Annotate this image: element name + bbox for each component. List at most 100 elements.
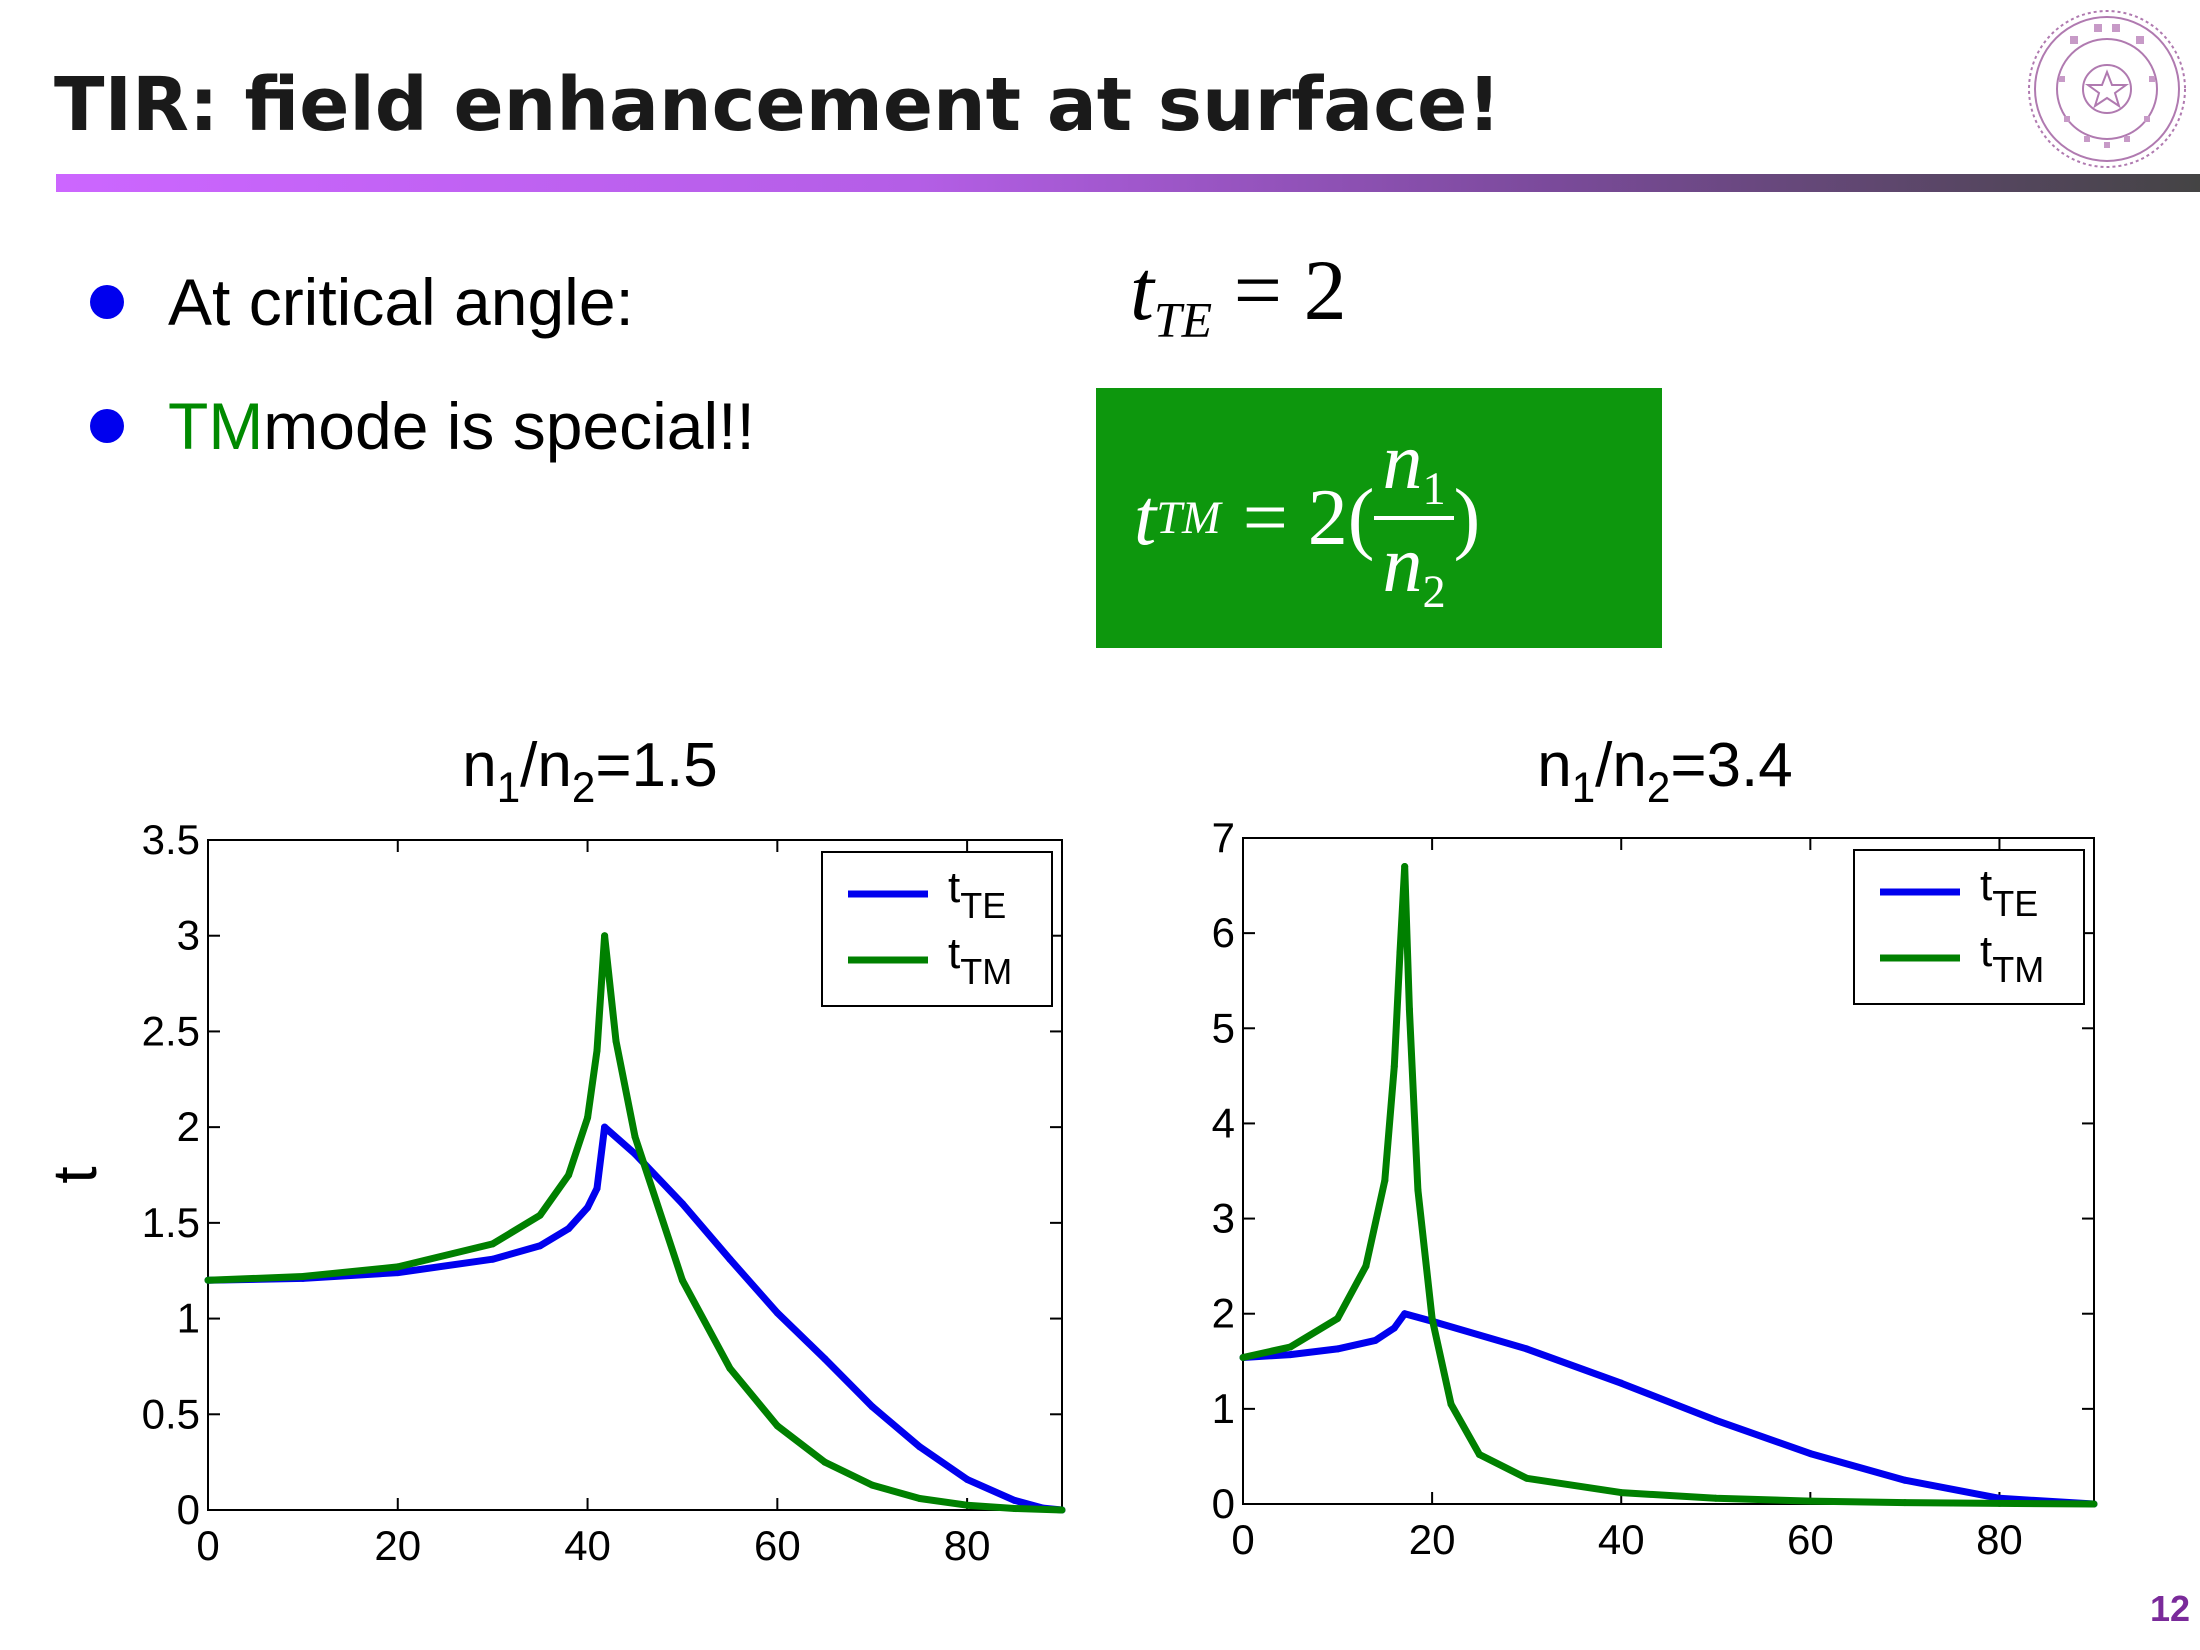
data-point-te xyxy=(1371,1336,1379,1344)
y-tick-label: 3 xyxy=(1212,1195,1235,1242)
y-tick-label: 1 xyxy=(177,1295,200,1342)
data-point-te xyxy=(1401,1310,1409,1318)
data-point-tm xyxy=(204,1276,212,1284)
data-point-te xyxy=(1334,1345,1342,1353)
chart-1-title: n1/n2=1.5 xyxy=(380,730,800,812)
x-tick-label: 0 xyxy=(196,1522,219,1569)
y-tick-label: 6 xyxy=(1212,909,1235,956)
data-point-tm xyxy=(1901,1499,1909,1507)
chart-2-title: n1/n2=3.4 xyxy=(1455,730,1875,812)
y-tick-label: 1 xyxy=(1212,1385,1235,1432)
data-point-tm xyxy=(1401,863,1409,871)
data-point-tm xyxy=(1058,1506,1066,1514)
x-tick-label: 60 xyxy=(754,1522,801,1569)
data-point-te xyxy=(1617,1379,1625,1387)
chart-1-title-n: n xyxy=(462,731,497,800)
y-tick-label: 5 xyxy=(1212,1004,1235,1051)
legend-label-te: tTE xyxy=(948,863,1006,926)
series-line-tm xyxy=(207,932,1063,1514)
data-point-tm xyxy=(536,1211,544,1219)
eq-tm-denominator-sub: 2 xyxy=(1422,567,1446,619)
bullet-text: mode is special!! xyxy=(263,389,755,463)
data-point-tm xyxy=(1617,1489,1625,1497)
chart-2-title-sub1: 1 xyxy=(1571,764,1596,812)
data-point-tm xyxy=(612,1037,620,1045)
data-point-tm xyxy=(1414,1186,1422,1194)
data-point-te xyxy=(773,1309,781,1317)
data-point-te xyxy=(1901,1476,1909,1484)
y-axis-label: t xyxy=(41,1166,110,1183)
y-tick-label: 0.5 xyxy=(142,1390,200,1437)
y-tick-label: 2 xyxy=(177,1103,200,1150)
data-point-tm xyxy=(1239,1353,1247,1361)
x-tick-label: 0 xyxy=(1231,1516,1254,1563)
data-point-tm xyxy=(584,1114,592,1122)
x-tick-label: 40 xyxy=(564,1522,611,1569)
bullet-dot-icon xyxy=(90,409,124,443)
data-point-tm xyxy=(2090,1500,2098,1508)
data-point-tm xyxy=(726,1364,734,1372)
slide-title: TIR: field enhancement at surface! xyxy=(54,62,1502,148)
eq-tm-subscript: TM xyxy=(1156,492,1221,544)
data-point-te xyxy=(868,1403,876,1411)
y-tick-label: 2 xyxy=(1212,1290,1235,1337)
data-point-tm xyxy=(1390,1062,1398,1070)
series-line-te xyxy=(1242,1310,2095,1508)
legend-box xyxy=(821,851,1053,1007)
legend-box xyxy=(1853,849,2085,1005)
x-tick-label: 20 xyxy=(1409,1516,1456,1563)
eq-te-rhs: = 2 xyxy=(1233,242,1347,338)
y-tick-label: 3.5 xyxy=(142,816,200,863)
page-number: 12 xyxy=(2150,1588,2191,1629)
eq-tm-denominator: n xyxy=(1382,521,1423,609)
data-point-te xyxy=(678,1200,686,1208)
data-point-tm xyxy=(299,1272,307,1280)
data-point-tm xyxy=(565,1171,573,1179)
chart-2-title-mid: /n xyxy=(1595,731,1647,800)
data-point-tm xyxy=(1995,1499,2003,1507)
data-point-te xyxy=(1523,1345,1531,1353)
data-point-te xyxy=(584,1204,592,1212)
legend-label-te: tTE xyxy=(1980,861,2038,924)
data-point-tm xyxy=(1286,1343,1294,1351)
data-point-te xyxy=(1390,1324,1398,1332)
data-point-tm xyxy=(631,1133,639,1141)
data-point-tm xyxy=(1362,1262,1370,1270)
y-tick-label: 3 xyxy=(177,912,200,959)
data-point-tm xyxy=(1381,1177,1389,1185)
data-point-te xyxy=(593,1184,601,1192)
eq-tm-numerator: n xyxy=(1382,417,1423,506)
eq-tm-close: ) xyxy=(1453,473,1481,562)
data-point-tm xyxy=(1712,1494,1720,1502)
data-point-tm xyxy=(821,1458,829,1466)
data-point-te xyxy=(601,1123,609,1131)
eq-te-symbol: t xyxy=(1130,242,1154,338)
x-tick-label: 40 xyxy=(1598,1516,1645,1563)
data-point-tm xyxy=(1428,1314,1436,1322)
x-tick-label: 80 xyxy=(1976,1516,2023,1563)
chart-1-title-sub1: 1 xyxy=(496,764,521,812)
y-tick-label: 4 xyxy=(1212,1099,1235,1146)
data-point-te xyxy=(1286,1351,1294,1359)
data-point-tm xyxy=(1011,1504,1019,1512)
data-point-te xyxy=(565,1225,573,1233)
y-tick-label: 1.5 xyxy=(142,1199,200,1246)
chart-2-title-n: n xyxy=(1537,731,1572,800)
chart-1-title-tail: =1.5 xyxy=(595,731,718,800)
data-point-tm xyxy=(678,1276,686,1284)
data-point-tm xyxy=(601,932,609,940)
legend-label-tm: tTM xyxy=(1980,927,2044,990)
data-point-te xyxy=(726,1255,734,1263)
bullet-tm-mode: TM mode is special!! xyxy=(90,364,755,488)
data-point-tm xyxy=(1334,1314,1342,1322)
chart-2-title-tail: =3.4 xyxy=(1670,731,1793,800)
title-underline xyxy=(56,174,2200,192)
eq-tm-fraction: n1 n2 xyxy=(1374,417,1454,619)
x-tick-label: 20 xyxy=(374,1522,421,1569)
bullet-dot-icon xyxy=(90,285,124,319)
data-point-te xyxy=(916,1443,924,1451)
